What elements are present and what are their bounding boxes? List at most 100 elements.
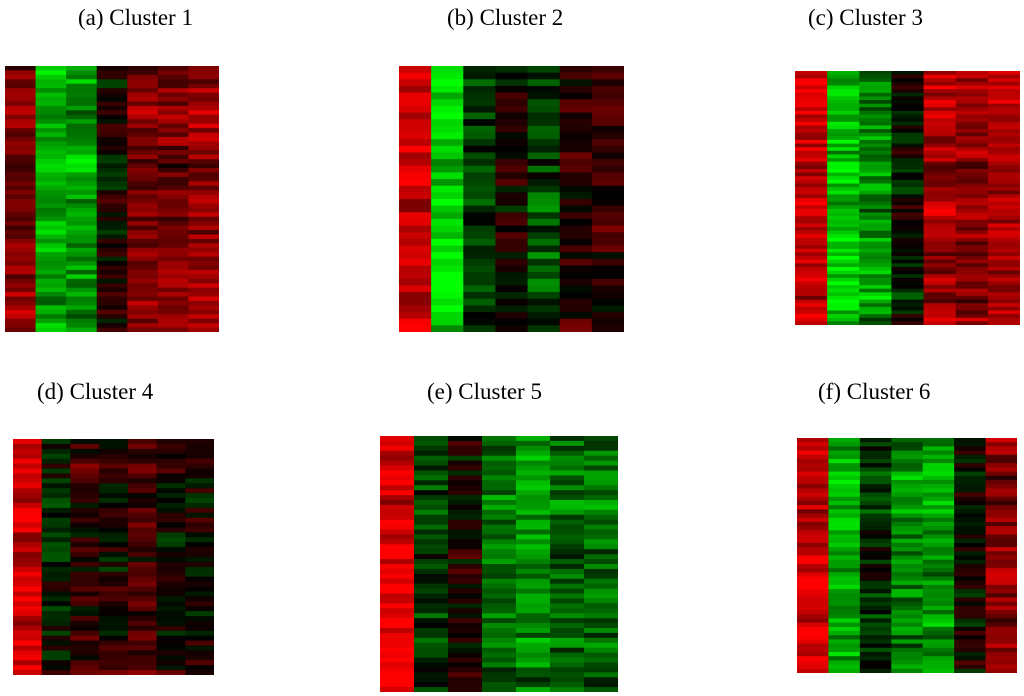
heatmap-cell	[795, 190, 828, 195]
heatmap-cell	[448, 529, 483, 536]
heatmap-cell	[827, 81, 860, 87]
heatmap-cell	[955, 187, 989, 192]
heatmap-cell	[591, 92, 624, 100]
heatmap-cell	[156, 670, 186, 675]
heatmap-cell	[35, 119, 67, 125]
heatmap-cell	[987, 198, 1020, 203]
heatmap-cell	[70, 561, 100, 568]
heatmap-cell	[35, 83, 67, 89]
heatmap-cell	[448, 628, 483, 634]
heatmap-cell	[922, 442, 955, 447]
heatmap-cell	[859, 534, 892, 540]
heatmap-cell	[66, 141, 98, 147]
heatmap-cell	[987, 314, 1020, 319]
heatmap-cell	[127, 606, 158, 612]
heatmap-cell	[859, 172, 893, 177]
heatmap-cell	[127, 581, 158, 588]
heatmap-cell	[859, 652, 892, 657]
heatmap-cell	[380, 524, 415, 531]
heatmap-cell	[96, 314, 128, 320]
heatmap-cell	[922, 614, 955, 620]
heatmap-cell	[859, 656, 892, 662]
heatmap-cell	[923, 139, 957, 145]
heatmap-cell	[891, 219, 925, 224]
heatmap-cell	[891, 223, 925, 228]
heatmap-cell	[827, 223, 860, 228]
heatmap-cell	[380, 544, 415, 550]
heatmap-cell	[96, 74, 128, 80]
heatmap-cell	[185, 483, 214, 489]
heatmap-cell	[987, 96, 1020, 101]
heatmap-cell	[797, 660, 830, 666]
heatmap-cell	[41, 532, 72, 538]
heatmap-cell	[157, 274, 190, 280]
heatmap-cell	[127, 483, 158, 489]
heatmap-cell	[591, 72, 624, 80]
heatmap-cell	[985, 610, 1017, 615]
heatmap-cell	[591, 232, 624, 240]
heatmap-cell	[5, 247, 37, 253]
heatmap-cell	[797, 517, 830, 523]
heatmap-cell	[584, 628, 618, 634]
heatmap-cell	[431, 192, 464, 200]
heatmap-cell	[35, 230, 67, 236]
heatmap-cell	[35, 145, 67, 151]
heatmap-cell	[827, 179, 860, 185]
heatmap-cell	[448, 509, 483, 516]
heatmap-cell	[482, 647, 517, 654]
heatmap-cell	[584, 598, 618, 604]
heatmap-cell	[584, 460, 618, 467]
heatmap-cell	[827, 270, 860, 275]
heatmap-cell	[859, 147, 893, 152]
heatmap-cell	[827, 118, 860, 123]
heatmap-cell	[859, 622, 892, 628]
heatmap-cell	[157, 207, 190, 213]
heatmap-cell	[827, 198, 860, 203]
heatmap-cell	[463, 285, 497, 293]
heatmap-cell	[828, 576, 861, 582]
heatmap-cell	[157, 163, 190, 169]
heatmap-cell	[516, 657, 551, 664]
heatmap-cell	[591, 325, 624, 332]
heatmap-cell	[828, 521, 861, 527]
heatmap-cell	[591, 305, 624, 313]
heatmap-cell	[99, 552, 129, 558]
heatmap-cell	[527, 192, 561, 200]
heatmap-cell	[797, 492, 830, 498]
heatmap-cell	[891, 110, 925, 116]
heatmap-cell	[955, 132, 989, 137]
heatmap-cell	[127, 230, 159, 236]
heatmap-cell	[923, 114, 957, 119]
heatmap-cell	[157, 247, 190, 253]
heatmap-cell	[482, 667, 517, 673]
heatmap-cell	[954, 572, 987, 578]
heatmap-cell	[127, 517, 158, 524]
heatmap-cell	[5, 66, 37, 72]
heatmap-cell	[985, 622, 1017, 628]
heatmap-cell	[414, 470, 449, 476]
heatmap-cell	[987, 288, 1020, 293]
heatmap-cell	[795, 306, 828, 312]
heatmap-cell	[828, 505, 861, 510]
heatmap-cell	[70, 439, 100, 445]
heatmap-cell	[463, 218, 497, 227]
heatmap-cell	[891, 187, 925, 192]
heatmap-cell	[431, 245, 464, 253]
heatmap-cell	[380, 495, 415, 501]
heatmap-cell	[795, 219, 828, 224]
heatmap-cell	[891, 572, 924, 578]
heatmap-cell	[66, 230, 98, 236]
heatmap-cell	[495, 212, 529, 220]
heatmap-cell	[5, 287, 37, 293]
heatmap-cell	[157, 256, 190, 262]
heatmap-cell	[954, 647, 987, 653]
heatmap-cell	[797, 442, 830, 447]
heatmap-cell	[527, 292, 561, 300]
heatmap-cell	[550, 559, 585, 565]
heatmap-cell	[859, 92, 893, 97]
heatmap-cell	[13, 537, 43, 543]
heatmap-cell	[463, 185, 497, 193]
heatmap-cell	[591, 125, 624, 134]
heatmap-cell	[559, 72, 593, 80]
heatmap-cell	[550, 539, 585, 545]
